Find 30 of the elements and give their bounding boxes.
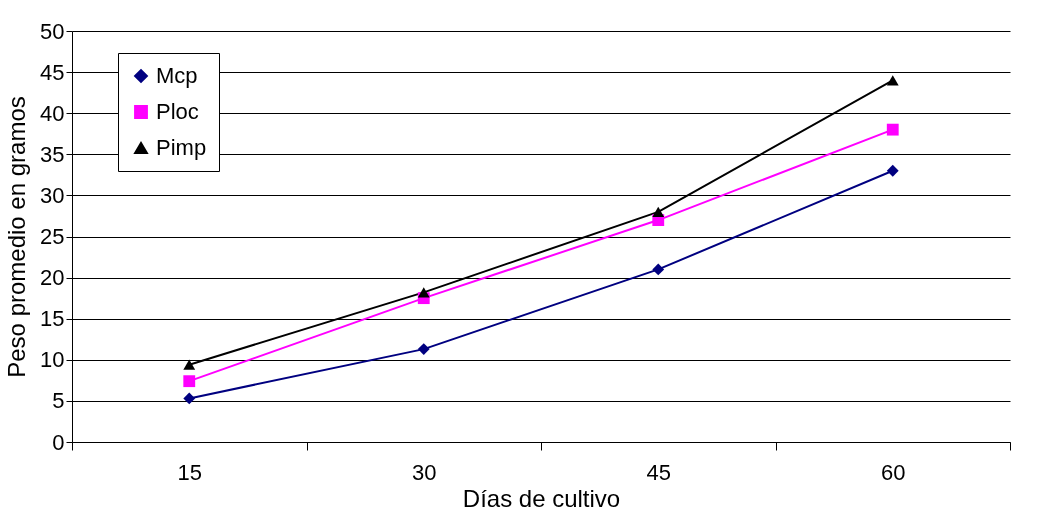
y-tick-label: 15 <box>40 306 65 332</box>
point <box>652 206 665 217</box>
x-tick-label: 15 <box>177 459 202 485</box>
x-axis-title: Días de cultivo <box>462 484 621 512</box>
y-tick-label: 10 <box>40 347 65 373</box>
point <box>183 359 196 370</box>
y-tick-label: 25 <box>40 224 65 249</box>
y-tick-label: 0 <box>52 429 65 455</box>
legend-label: Pimp <box>156 135 207 160</box>
point <box>417 343 430 356</box>
point <box>886 123 899 136</box>
y-tick-label: 50 <box>40 18 65 44</box>
point <box>417 287 430 298</box>
legend-label: Ploc <box>156 99 199 124</box>
point <box>183 375 196 388</box>
point <box>886 164 899 177</box>
y-tick-label: 45 <box>40 59 65 85</box>
y-tick-label: 5 <box>52 388 65 414</box>
point <box>183 392 196 405</box>
y-tick-label: 20 <box>40 265 65 291</box>
point <box>652 263 665 276</box>
legend-label: Mcp <box>156 63 198 88</box>
y-axis-title: Peso promedio en gramos <box>3 96 31 378</box>
x-tick-label: 60 <box>881 459 906 485</box>
y-tick-label: 30 <box>40 182 65 208</box>
y-tick-label: 35 <box>40 141 65 167</box>
point <box>886 75 899 86</box>
x-tick-label: 30 <box>412 459 437 485</box>
y-tick-label: 40 <box>40 100 65 126</box>
x-tick-label: 45 <box>646 459 671 485</box>
